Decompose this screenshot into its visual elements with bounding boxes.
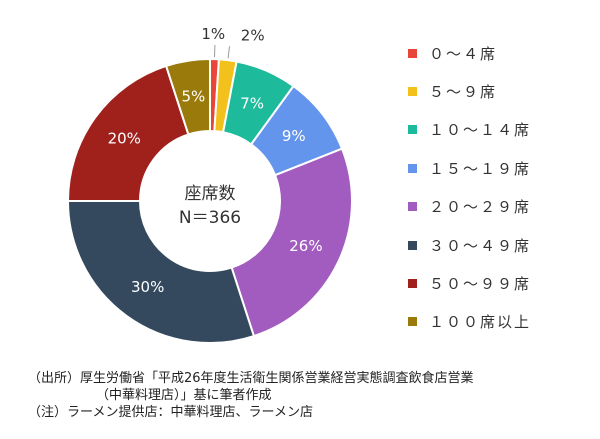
legend-swatch [408,240,417,250]
leader-lines [214,45,231,59]
data-label: 26% [289,237,322,255]
data-label: 1% [201,25,225,43]
donut-slice [164,57,211,136]
data-label: 30% [131,278,164,296]
data-label: 5% [182,87,206,105]
legend-label: ０～４席 [429,44,498,63]
legend-swatch [408,202,417,212]
center-label-count: N＝366 [179,208,241,228]
legend-item: ５０～９９席 [408,264,531,302]
leader-line [227,46,231,59]
legend-swatch [408,163,417,173]
legend-swatch [408,279,417,289]
legend-item: ５～９席 [408,72,531,110]
legend-item: １５～１９席 [408,149,531,187]
legend-item: ３０～４９席 [408,226,531,264]
legend-item: ２０～２９席 [408,188,531,226]
legend-label: １５～１９席 [429,159,532,178]
center-label-title: 座席数 [185,184,236,204]
data-label: 9% [282,127,306,145]
legend-swatch [408,125,417,135]
footnotes: （出所）厚生労働省「平成26年度生活衛生関係営業経営実態調査飲食店営業 （中華料… [28,370,474,421]
legend-item: １００席以上 [408,303,531,341]
legend-swatch [408,317,417,327]
legend-item: ０～４席 [408,34,531,72]
legend-swatch [408,87,417,97]
legend-item: １０～１４席 [408,111,531,149]
legend-label: １０～１４席 [429,121,532,140]
legend-label: １００席以上 [429,313,532,332]
data-label: 2% [241,26,265,44]
legend-swatch [408,48,417,58]
legend-label: ５～９席 [429,83,498,102]
source-note-line1: （出所）厚生労働省「平成26年度生活衛生関係営業経営実態調査飲食店営業 [28,371,474,386]
legend: ０～４席 ５～９席 １０～１４席 １５～１９席 ２０～２９席 ３０～４９席 ５０… [408,34,531,341]
source-note-line2: （中華料理店）」基に筆者作成 [96,388,272,403]
data-labels: 1% 2% 7% 9% 26% 30% 20% 5% [108,25,323,296]
legend-label: ５０～９９席 [429,275,532,294]
legend-label: ３０～４９席 [429,236,532,255]
legend-label: ２０～２９席 [429,198,532,217]
donut-slice [66,64,190,202]
data-label: 7% [240,95,264,113]
donut-slices [66,57,353,344]
data-label: 20% [108,130,141,148]
donut-slice [66,200,256,344]
note-line: （注）ラーメン提供店：中華料理店、ラーメン店 [28,405,313,420]
donut-slice [230,147,353,338]
